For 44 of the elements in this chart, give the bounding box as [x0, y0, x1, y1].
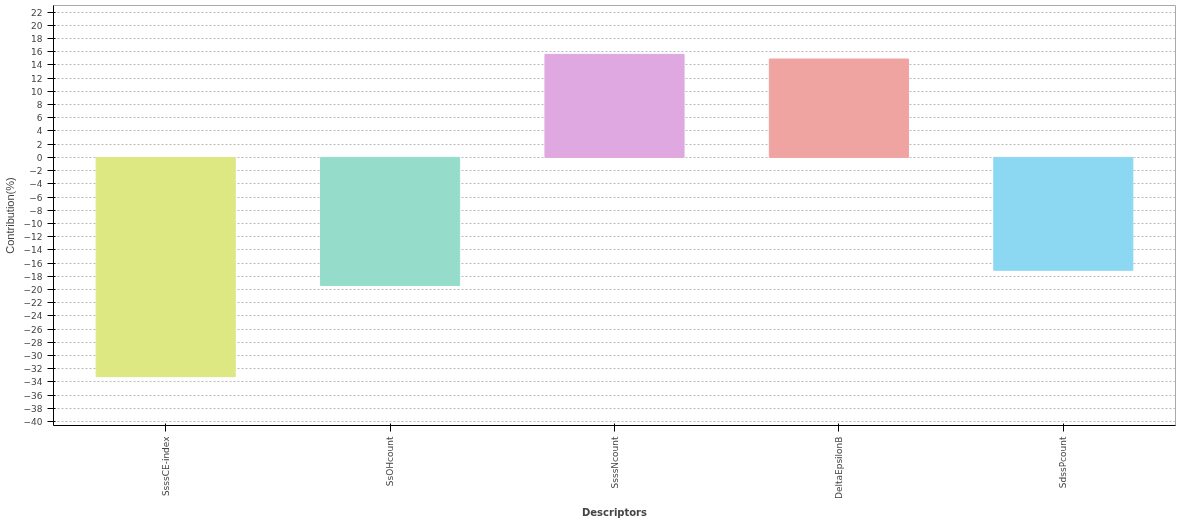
y-tick-label: −20 [23, 284, 43, 295]
y-tick-label: −12 [23, 232, 43, 243]
y-tick-label: −40 [23, 417, 43, 428]
y-tick-label: −32 [23, 364, 43, 375]
x-tick-label: SsssCE-index [160, 435, 171, 497]
y-tick-label: −14 [23, 245, 43, 256]
y-tick-label: 16 [31, 47, 43, 58]
y-tick-label: −8 [29, 205, 43, 216]
y-tick-label: 10 [31, 86, 43, 97]
y-tick-label: 20 [31, 20, 43, 31]
y-tick-label: −28 [23, 337, 43, 348]
y-tick-label: −26 [23, 324, 43, 335]
y-tick-label: 22 [31, 7, 43, 18]
y-tick-label: −24 [23, 311, 43, 322]
y-tick-label: 12 [31, 73, 43, 84]
y-tick-label: 6 [36, 113, 43, 124]
y-axis-title: Contribution(%) [3, 177, 16, 254]
bar [95, 156, 236, 378]
y-tick-label: 0 [36, 152, 43, 163]
y-tick-label: −38 [23, 403, 43, 414]
y-tick-label: 2 [36, 139, 43, 150]
bar [768, 58, 909, 158]
y-tick-label: 14 [31, 60, 43, 71]
bar [993, 156, 1134, 271]
y-tick-label: −36 [23, 390, 43, 401]
y-tick-label: −4 [29, 179, 43, 190]
y-tick-label: −6 [29, 192, 43, 203]
bar [320, 156, 461, 286]
y-tick-label: 18 [31, 34, 43, 45]
y-tick-label: 8 [36, 100, 43, 111]
x-tick-label: SsssNcount [609, 436, 620, 489]
y-tick-label: −2 [29, 166, 43, 177]
y-tick-label: −22 [23, 298, 43, 309]
y-tick-label: −18 [23, 271, 43, 282]
x-tick-label: SsOHcount [385, 436, 396, 487]
y-tick-label: −16 [23, 258, 43, 269]
y-tick-label: −34 [23, 377, 43, 388]
y-tick-label: 4 [36, 126, 43, 137]
x-tick-label: DeltaEpsilonB [833, 436, 844, 499]
y-tick-label: −10 [23, 218, 43, 229]
x-tick-label: SdssPcount [1058, 436, 1069, 489]
x-axis-title: Descriptors [581, 506, 648, 518]
y-tick-label: −30 [23, 351, 43, 361]
bar [544, 53, 685, 158]
